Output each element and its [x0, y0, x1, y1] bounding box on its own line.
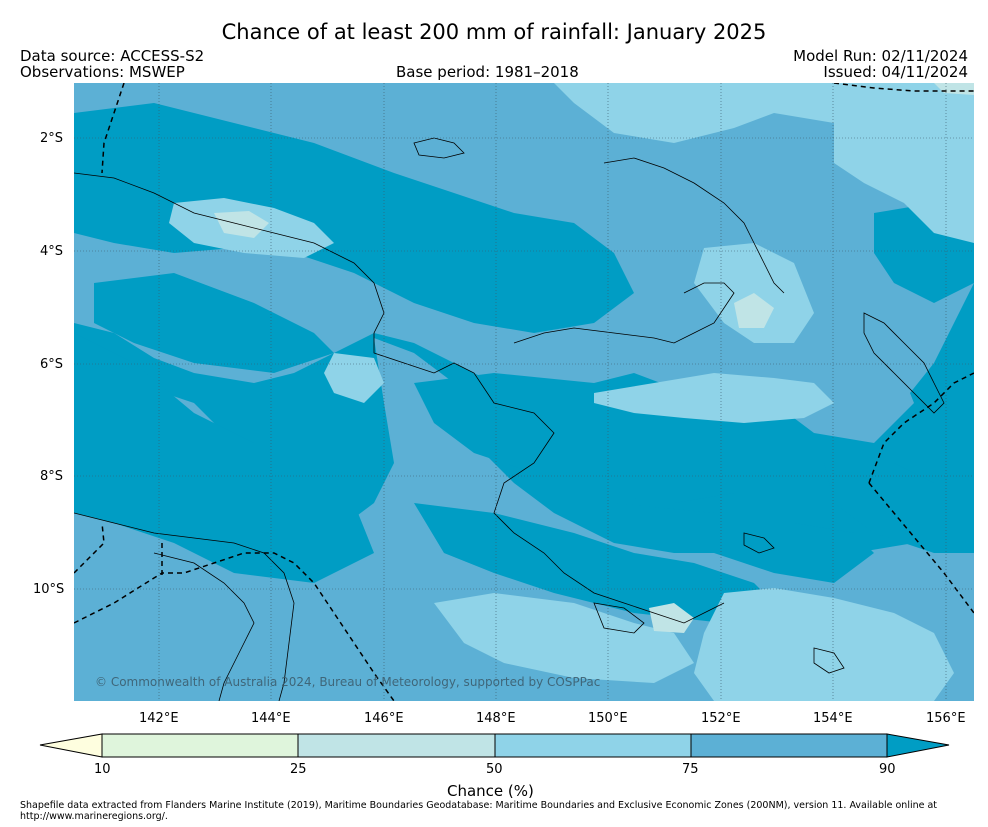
rainfall-probability-map	[74, 83, 974, 701]
colorbar-segment-below-10	[39, 733, 103, 758]
lon-tick-label: 148°E	[476, 711, 516, 726]
coastlines	[74, 137, 945, 701]
colorbar-label: Chance (%)	[447, 782, 534, 800]
graticule	[74, 83, 974, 701]
lon-tick-label: 144°E	[251, 711, 291, 726]
colorbar	[38, 733, 952, 761]
lon-tick-label: 156°E	[926, 711, 966, 726]
colorbar-segment-50-75	[494, 733, 692, 758]
colorbar-tick-label: 75	[682, 762, 699, 777]
footnote: Shapefile data extracted from Flanders M…	[20, 800, 938, 822]
region-above-90-patches	[74, 103, 974, 623]
lon-tick-label: 150°E	[588, 711, 628, 726]
chart-title: Chance of at least 200 mm of rainfall: J…	[221, 20, 767, 44]
lon-tick-label: 146°E	[364, 711, 404, 726]
lon-tick-label: 154°E	[813, 711, 853, 726]
colorbar-tick-label: 10	[94, 762, 111, 777]
lat-tick-label: 2°S	[40, 131, 64, 146]
colorbar-tick-label: 50	[486, 762, 503, 777]
base-period-label: Base period: 1981–2018	[396, 63, 579, 81]
lat-tick-label: 8°S	[40, 469, 64, 484]
colorbar-segment-above-90	[886, 733, 950, 758]
observations-label: Observations: MSWEP	[20, 63, 185, 81]
colorbar-segment-25-50	[297, 733, 496, 758]
lat-tick-label: 10°S	[33, 582, 65, 597]
colorbar-segment-75-90	[690, 733, 888, 758]
lat-tick-label: 4°S	[40, 244, 64, 259]
model-run-label: Model Run: 02/11/2024	[793, 47, 968, 65]
region-25-50	[214, 83, 974, 633]
data-source-label: Data source: ACCESS-S2	[20, 47, 205, 65]
copyright-notice: © Commonwealth of Australia 2024, Bureau…	[95, 675, 601, 689]
lon-tick-label: 152°E	[701, 711, 741, 726]
colorbar-tick-label: 25	[290, 762, 307, 777]
issued-label: Issued: 04/11/2024	[823, 63, 968, 81]
lat-tick-label: 6°S	[40, 357, 64, 372]
colorbar-segment-10-25	[101, 733, 299, 758]
maritime-boundaries	[74, 83, 974, 701]
lon-tick-label: 142°E	[139, 711, 179, 726]
colorbar-tick-label: 90	[879, 762, 896, 777]
